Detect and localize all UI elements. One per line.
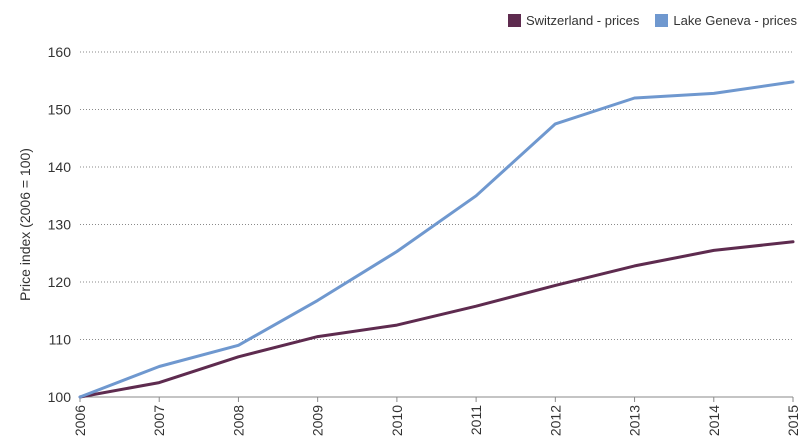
x-tick-label: 2013 <box>627 405 643 436</box>
series-line-switzerland <box>78 240 795 399</box>
y-tick-label: 140 <box>48 159 72 175</box>
x-tick-label: 2015 <box>785 405 799 436</box>
x-tick-label: 2012 <box>547 405 563 436</box>
x-tick-label: 2008 <box>230 405 246 436</box>
y-tick-label: 100 <box>48 389 72 405</box>
x-tick-label: 2006 <box>72 405 88 436</box>
y-tick-label: 150 <box>48 102 72 118</box>
x-tick-label: 2007 <box>151 405 167 436</box>
legend-item-switzerland: Switzerland - prices <box>507 13 640 28</box>
y-tick-label: 120 <box>48 274 72 290</box>
y-tick-label: 160 <box>48 44 72 60</box>
legend-label-lake-geneva: Lake Geneva - prices <box>673 13 797 28</box>
y-axis-title: Price index (2006 = 100) <box>17 148 33 301</box>
legend-item-lake-geneva: Lake Geneva - prices <box>655 13 797 28</box>
chart-legend: Switzerland - prices Lake Geneva - price… <box>507 13 797 28</box>
legend-swatch-lake-geneva <box>655 14 669 27</box>
legend-swatch-switzerland <box>507 14 521 27</box>
x-tick-label: 2011 <box>468 405 484 435</box>
x-tick-label: 2009 <box>310 405 326 436</box>
legend-label-switzerland: Switzerland - prices <box>525 13 640 28</box>
y-tick-label: 110 <box>49 332 72 348</box>
series-line-lake-geneva <box>78 80 795 399</box>
x-tick-label: 2014 <box>706 405 722 436</box>
x-tick-label: 2010 <box>389 405 405 436</box>
y-tick-label: 130 <box>48 217 72 233</box>
